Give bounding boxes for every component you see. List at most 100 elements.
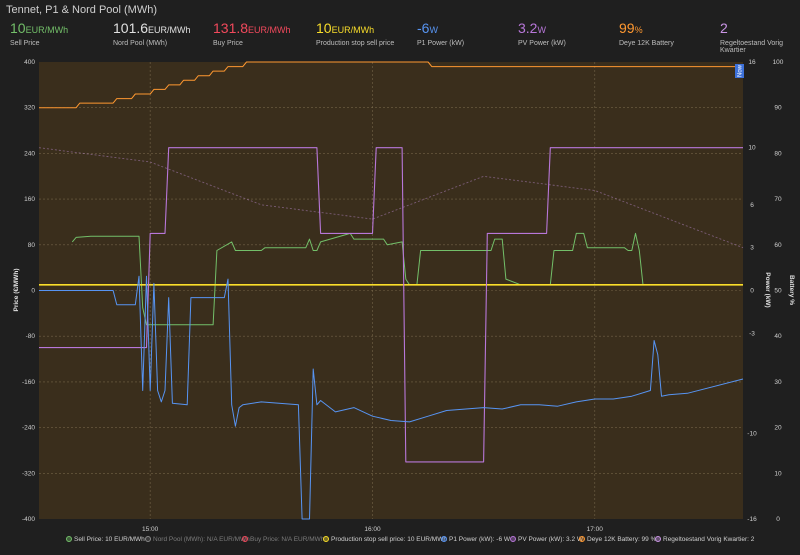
stat-unit: % — [634, 25, 643, 35]
stat-unit: EUR/MWh — [331, 25, 375, 35]
stat-label: Deye 12K Battery — [619, 40, 674, 47]
legend-item-production-stop[interactable]: Production stop sell price: 10 EUR/MWh — [323, 536, 447, 543]
stat-label: PV Power (kW) — [518, 40, 566, 47]
legend-label: Regeltoestand Vorig Kwartier: 2 — [663, 536, 755, 543]
legend-dot — [145, 536, 151, 542]
price-tick-label: -240 — [22, 425, 35, 432]
price-tick-label: 400 — [24, 59, 35, 66]
stat-unit: W — [429, 25, 438, 35]
legend-label: PV Power (kW): 3.2 W — [518, 536, 584, 543]
power-tick-label: 3 — [750, 245, 754, 252]
battery-tick-label: 40 — [774, 333, 782, 340]
stat-label: Nord Pool (MWh) — [113, 40, 168, 47]
battery-axis: 0 10 20 30 40 50 60 70 80 90 100 — [773, 59, 784, 523]
time-tick-label: 17:00 — [587, 526, 604, 533]
price-axis: -400 -320 -240 -160 -80 0 80 160 240 320 400 — [22, 59, 35, 523]
battery-tick-label: 10 — [774, 470, 782, 477]
stat-unit: W — [537, 25, 546, 35]
stat-value: 101.6 — [113, 20, 149, 36]
stat-label: Production stop sell price — [316, 40, 395, 47]
battery-tick-label: 30 — [774, 379, 782, 386]
stat-value: 10 — [316, 20, 332, 36]
time-tick-label: 15:00 — [142, 526, 159, 533]
legend-item-pv-power[interactable]: PV Power (kW): 3.2 W — [510, 536, 583, 543]
stat-battery: 99% Deye 12K Battery — [619, 20, 674, 47]
price-tick-label: 240 — [24, 150, 35, 157]
legend-label: Production stop sell price: 10 EUR/MWh — [331, 536, 447, 543]
stat-unit: EUR/MWh — [248, 25, 291, 35]
series-layer — [38, 61, 744, 520]
stat-label: Buy Price — [213, 40, 243, 47]
price-tick-label: 80 — [28, 242, 36, 249]
stat-regeltoestand: 2 Regeltoestand Vorig Kwartier — [720, 20, 800, 54]
battery-tick-label: 60 — [774, 242, 782, 249]
legend-item-battery[interactable]: Deye 12K Battery: 99 % — [579, 536, 656, 543]
legend-dot — [510, 536, 516, 542]
legend-item-nord-pool[interactable]: Nord Pool (MWh): N/A EUR/MWh — [145, 536, 250, 543]
price-tick-label: 320 — [24, 105, 35, 112]
legend-dot — [441, 536, 447, 542]
battery-tick-label: 90 — [774, 105, 782, 112]
deye-12k-battery-line — [39, 61, 743, 109]
panel-title: Tennet, P1 & Nord Pool (MWh) — [6, 4, 158, 16]
stat-production-stop: 10EUR/MWh Production stop sell price — [316, 20, 394, 47]
price-tick-label: -320 — [22, 470, 35, 477]
legend-dot — [66, 536, 72, 542]
time-tick-label: 16:00 — [364, 526, 381, 533]
power-tick-label: -10 — [747, 430, 757, 437]
stat-buy-price: 131.8EUR/MWh Buy Price — [213, 20, 291, 47]
power-tick-label: 0 — [750, 288, 754, 295]
price-tick-label: -400 — [22, 516, 35, 523]
stat-label: P1 Power (kW) — [417, 40, 465, 47]
battery-tick-label: 50 — [774, 288, 782, 295]
legend-label: Sell Price: 10 EUR/MWh — [74, 536, 145, 543]
legend-item-p1-power[interactable]: P1 Power (kW): -6 W — [441, 536, 510, 543]
price-tick-label: 160 — [24, 196, 35, 203]
stat-label: Sell Price — [10, 40, 40, 47]
power-tick-label: 10 — [748, 145, 756, 152]
stat-value: 10 — [10, 20, 26, 36]
power-tick-label: 16 — [748, 59, 756, 66]
stat-nord-pool: 101.6EUR/MWh Nord Pool (MWh) — [113, 20, 191, 47]
legend-dot — [579, 536, 585, 542]
stat-value: 3.2 — [518, 20, 538, 36]
legend-label: P1 Power (kW): -6 W — [449, 536, 511, 543]
pv-power-kw-line — [39, 147, 743, 463]
power-axis-title: Power (kW) — [764, 272, 771, 307]
time-axis: 15:00 16:00 17:00 — [142, 526, 603, 533]
battery-tick-label: 0 — [776, 516, 780, 523]
legend-dot — [242, 536, 248, 542]
now-badge-bg — [735, 64, 744, 78]
battery-tick-label: 80 — [774, 150, 782, 157]
stat-pv-power: 3.2W PV Power (kW) — [518, 20, 566, 47]
legend-dot — [323, 536, 329, 542]
stat-unit: EUR/MWh — [148, 25, 191, 35]
price-tick-label: 0 — [31, 288, 35, 295]
legend-label: Deye 12K Battery: 99 % — [587, 536, 657, 543]
stat-sell-price: 10EUR/MWh Sell Price — [10, 20, 68, 47]
price-tick-label: -160 — [22, 379, 35, 386]
stat-value: 2 — [720, 20, 728, 36]
battery-tick-label: 70 — [774, 196, 782, 203]
power-tick-label: -16 — [747, 516, 757, 523]
stat-value: 99 — [619, 20, 635, 36]
legend-label: Nord Pool (MWh): N/A EUR/MWh — [153, 536, 250, 543]
legend-label: Buy Price: N/A EUR/MWh — [250, 536, 325, 543]
price-axis-title: Price (€/MWh) — [13, 269, 20, 312]
power-tick-label: -3 — [749, 330, 755, 337]
legend-item-sell-price[interactable]: Sell Price: 10 EUR/MWh — [66, 536, 145, 543]
power-axis: -16 -10 -3 0 3 6 10 16 — [747, 59, 757, 523]
battery-tick-label: 100 — [773, 59, 784, 66]
battery-tick-label: 20 — [774, 425, 782, 432]
power-tick-label: 6 — [750, 202, 754, 209]
regeltoestand-vorig-kwartier-line — [38, 147, 744, 249]
stat-value: 131.8 — [213, 20, 249, 36]
grid-lines — [39, 62, 743, 519]
legend-item-buy-price[interactable]: Buy Price: N/A EUR/MWh — [242, 536, 324, 543]
legend-item-regeltoestand[interactable]: Regeltoestand Vorig Kwartier: 2 — [655, 536, 754, 543]
now-badge: Now — [738, 64, 744, 77]
stat-label: Regeltoestand Vorig Kwartier — [720, 40, 784, 54]
battery-axis-title: Battery % — [788, 275, 795, 305]
legend-dot — [655, 536, 661, 542]
